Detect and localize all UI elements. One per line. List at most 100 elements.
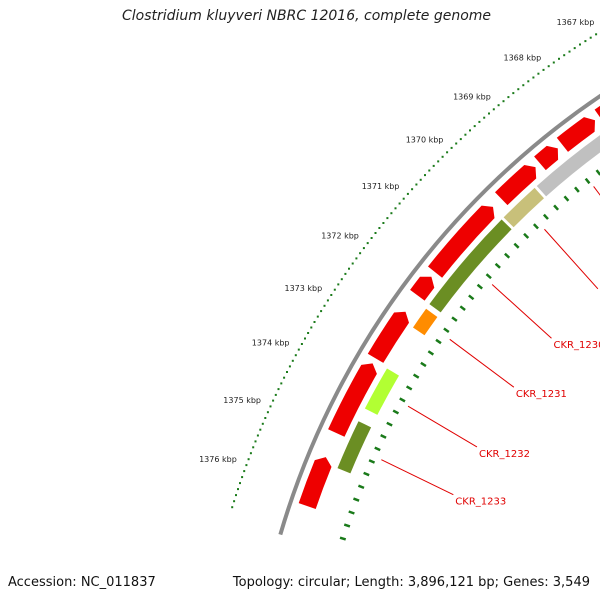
scale-dot — [441, 155, 444, 158]
inner-scale-tick — [427, 350, 435, 356]
inner-scale-tick — [348, 510, 355, 515]
scale-dot — [297, 348, 300, 351]
forward-gene-arrow — [556, 117, 595, 152]
genome-backbone-layer — [278, 93, 600, 536]
scale-dot — [386, 217, 389, 220]
scale-tick-label: 1372 kbp — [321, 231, 359, 240]
scale-dot — [264, 417, 267, 419]
scale-dot — [478, 120, 481, 123]
scale-dot — [330, 294, 333, 296]
inner-scale-tick — [553, 204, 560, 211]
scale-dot — [437, 160, 440, 163]
scale-dot — [547, 65, 550, 68]
scale-tick-label: 1373 kbp — [284, 284, 322, 293]
inner-scale-tick — [339, 536, 347, 541]
inner-scale-tick — [357, 484, 365, 490]
scale-dot — [584, 40, 587, 43]
scale-dot — [259, 428, 262, 431]
gene-leader-line — [544, 228, 599, 290]
scale-tick-label: 1376 kbp — [199, 455, 237, 464]
scale-dot — [398, 202, 401, 205]
scale-dot — [307, 332, 310, 334]
scale-dot — [455, 142, 458, 145]
scale-dot — [402, 197, 405, 200]
inner-scale-tick — [420, 361, 427, 368]
inner-scale-tick — [595, 169, 600, 176]
forward-gene-arrow — [495, 165, 537, 206]
scale-dot — [532, 76, 535, 79]
inner-scale-tick — [443, 327, 450, 333]
annotated-gene-band — [364, 368, 399, 415]
inner-scale-tick — [468, 294, 475, 301]
scale-dot — [432, 164, 435, 167]
scale-dot — [394, 207, 397, 210]
scale-dot — [563, 54, 566, 57]
inner-scale-tick — [392, 409, 400, 415]
gene-leader-line — [593, 186, 600, 196]
inner-scale-tick — [504, 252, 511, 259]
scale-dot — [280, 382, 283, 385]
inner-scale-tick — [485, 273, 492, 280]
scale-dot — [313, 321, 316, 323]
scale-ticks-layer: 1367 kbp 1368 kbp 1369 kbp 1370 kbp 1371 kbp… — [199, 18, 598, 509]
scale-dot — [235, 494, 237, 497]
scale-dot — [304, 337, 306, 340]
scale-dot — [291, 359, 294, 362]
gene-label: CKR_1233 — [455, 497, 506, 508]
scale-dot — [249, 452, 252, 455]
scale-dot — [277, 388, 280, 391]
scale-dot — [252, 446, 255, 449]
scale-dot — [374, 232, 377, 234]
forward-gene-arrow — [328, 363, 377, 437]
scale-dot — [300, 343, 303, 345]
scale-dot — [378, 227, 381, 229]
scale-dot — [459, 138, 462, 141]
scale-tick-label: 1375 kbp — [223, 396, 261, 405]
scale-dot — [239, 482, 241, 485]
scale-dot — [366, 242, 369, 245]
scale-dot — [320, 310, 323, 313]
inner-scale-tick — [399, 397, 406, 403]
inner-scale-tick — [405, 385, 413, 391]
accession-text: Accession: NC_011837 — [8, 575, 156, 590]
genome-backbone — [278, 93, 600, 536]
gene-leader-line — [381, 459, 454, 496]
reverse-strand-layer — [337, 135, 600, 541]
annotated-gene-band — [413, 308, 438, 336]
scale-dot — [269, 405, 272, 408]
scale-dot — [254, 440, 257, 443]
forward-gene-arrow — [534, 145, 559, 171]
scale-dot — [390, 212, 393, 215]
scale-dot — [469, 129, 471, 132]
scale-dot — [245, 464, 248, 467]
forward-strand-layer — [298, 105, 600, 509]
scale-dot — [247, 458, 250, 461]
scale-dot — [595, 33, 598, 36]
scale-dot — [446, 151, 449, 154]
scale-dot — [370, 237, 373, 239]
scale-dot — [589, 36, 592, 39]
scale-dot — [288, 365, 291, 368]
inner-scale-tick — [574, 186, 580, 193]
inner-scale-tick — [563, 195, 570, 202]
gene-labels-layer: CKR_1227CKR_1228CKR_1229CKR_1230CKR_1231… — [381, 186, 600, 508]
scale-dot — [522, 84, 525, 87]
gene-label: CKR_1231 — [516, 389, 567, 400]
inner-scale-tick — [368, 459, 376, 464]
annotated-gene-band — [429, 219, 512, 313]
scale-dot — [464, 133, 467, 136]
scale-dot — [348, 267, 350, 270]
forward-gene-arrow — [367, 311, 409, 363]
gene-leader-line — [407, 405, 478, 448]
inner-scale-tick — [374, 446, 381, 452]
scale-dot — [362, 247, 365, 250]
scale-dot — [286, 371, 288, 373]
scale-tick-label: 1374 kbp — [252, 339, 290, 348]
scale-dot — [428, 169, 431, 172]
scale-dot — [310, 326, 313, 329]
scale-tick-label: 1371 kbp — [362, 182, 400, 191]
scale-dot — [488, 112, 490, 115]
scale-dot — [237, 488, 239, 491]
scale-dot — [450, 146, 453, 149]
scale-dot — [351, 262, 354, 265]
